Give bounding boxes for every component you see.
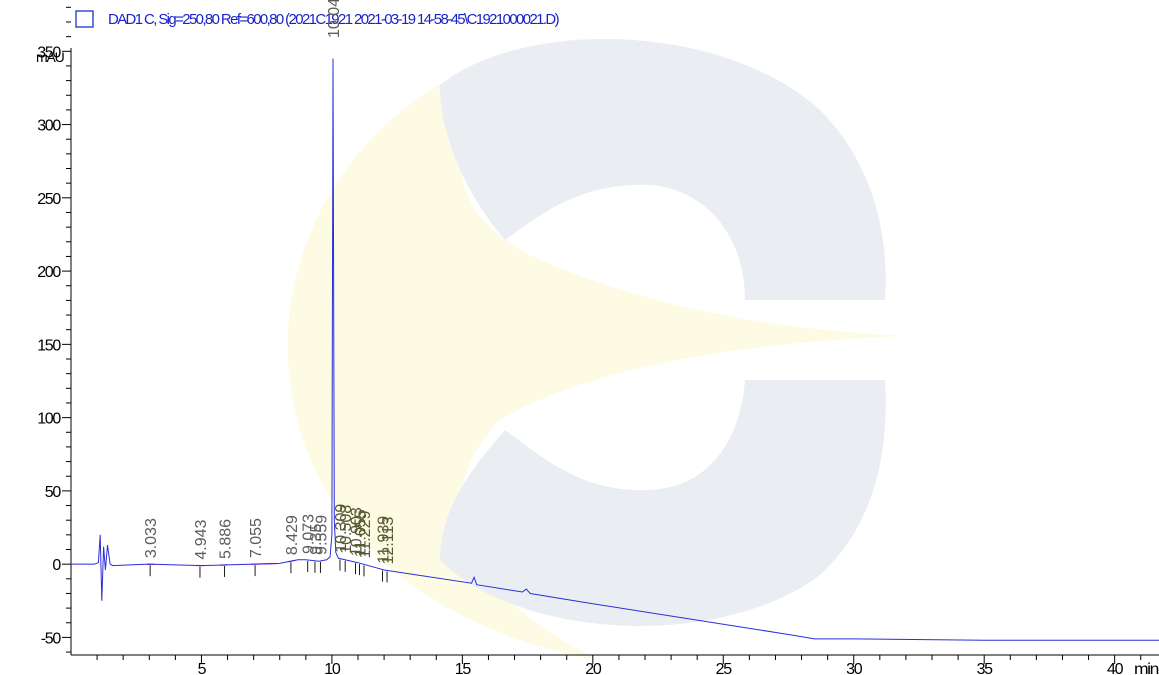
peak-labels: 3.033 4.943 5.886 7.055 8.429 9.0739.359.5591… <box>143 0 397 564</box>
y-axis-ticks: -50 0 50 100 150 200 250 300 350 <box>37 6 71 653</box>
peak-label: 3.033 <box>143 518 160 558</box>
peak-label: 10.903 <box>348 507 365 556</box>
y-tick-label: 200 <box>37 264 61 281</box>
x-axis-unit-label: min <box>1134 661 1158 675</box>
y-tick-label: 100 <box>37 411 61 428</box>
peak-label: 10.043 <box>326 0 343 38</box>
y-tick-label: 250 <box>37 191 61 208</box>
peak-label: 11.939 <box>376 516 393 564</box>
watermark-logo <box>287 38 910 660</box>
signal-trace <box>71 58 1159 641</box>
x-tick-label: 15 <box>455 661 472 675</box>
x-tick-label: 30 <box>846 661 863 675</box>
peak-label: 5.886 <box>218 519 235 559</box>
y-tick-label: 0 <box>52 557 61 574</box>
y-axis-label: mAU <box>36 49 65 65</box>
y-tick-label: -50 <box>41 630 62 647</box>
peak-label: 10.309 <box>333 504 350 553</box>
x-tick-label: 25 <box>716 661 733 675</box>
x-axis-ticks: 5 10 15 20 25 30 35 40 <box>96 655 1142 675</box>
peak-label: 7.055 <box>248 518 265 558</box>
y-tick-label: 350 <box>37 44 61 61</box>
x-tick-label: 35 <box>977 661 994 675</box>
x-tick-label: 40 <box>1107 661 1124 675</box>
x-tick-label: 20 <box>585 661 602 675</box>
peak-label: 10.508 <box>338 505 355 554</box>
legend-label: DAD1 C, Sig=250,80 Ref=600,80 (2021C1921… <box>108 11 560 28</box>
y-tick-label: 50 <box>45 484 62 501</box>
peak-label: 8.429 <box>284 515 301 555</box>
y-tick-label: 300 <box>37 118 61 135</box>
watermark-arc-bottom <box>440 380 886 627</box>
peak-label: 11.055 <box>352 509 369 557</box>
peak-label: 11.229 <box>357 511 374 559</box>
peak-label: 4.943 <box>193 519 210 559</box>
peak-label: 12.113 <box>380 517 397 565</box>
peak-label: 9.073 <box>301 514 318 554</box>
legend-swatch <box>75 10 94 28</box>
peak-label: 9.35 <box>308 524 325 555</box>
watermark-yellow-crescent <box>287 38 910 660</box>
y-tick-label: 150 <box>37 337 61 354</box>
peak-label: 9.559 <box>313 515 330 555</box>
x-tick-label: 10 <box>324 661 341 675</box>
x-tick-label: 5 <box>198 661 207 675</box>
watermark-arc-top <box>440 38 886 300</box>
